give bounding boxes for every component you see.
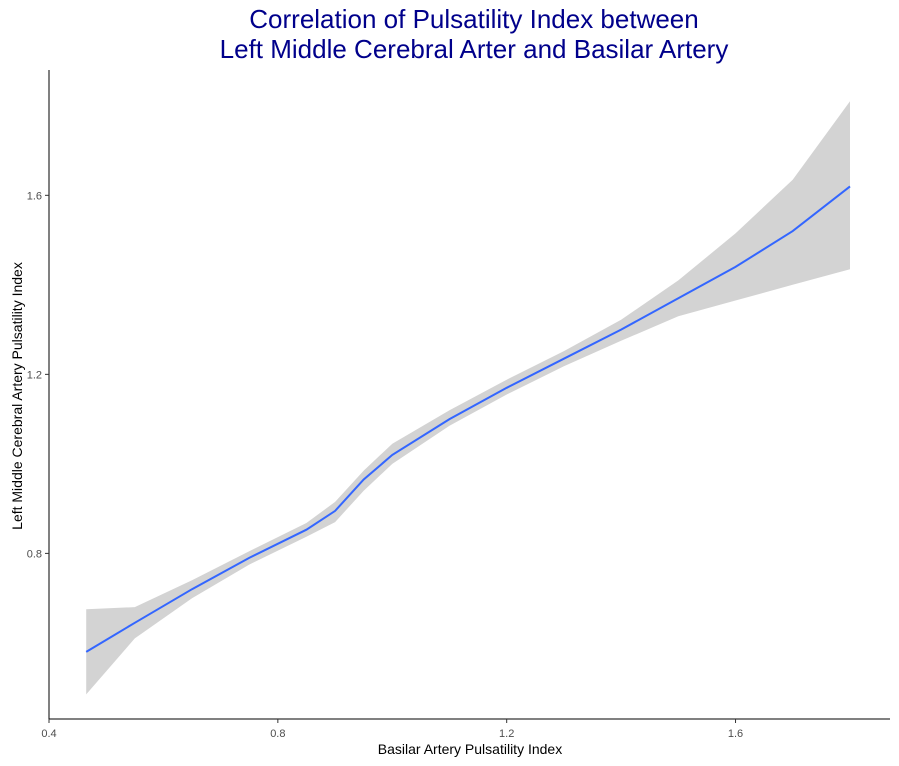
x-axis-label: Basilar Artery Pulsatility Index (378, 741, 562, 757)
chart-title-line-2: Left Middle Cerebral Arter and Basilar A… (220, 34, 729, 64)
chart-title-line-1: Correlation of Pulsatility Index between (249, 4, 698, 34)
y-tick-label: 0.8 (27, 548, 42, 560)
plot-area (85, 101, 851, 695)
x-axis-ticks: 0.4 0.8 1.2 1.6 (41, 719, 743, 740)
x-tick-label: 0.8 (270, 728, 285, 740)
x-tick-label: 1.2 (499, 728, 514, 740)
y-tick-label: 1.6 (27, 190, 42, 202)
confidence-band (86, 101, 850, 695)
fit-line (85, 185, 851, 653)
y-axis-label: Left Middle Cerebral Artery Pulsatility … (9, 262, 25, 530)
x-tick-label: 0.4 (41, 728, 56, 740)
y-axis-ticks: 0.8 1.2 1.6 (27, 190, 49, 560)
y-tick-label: 1.2 (27, 369, 42, 381)
x-tick-label: 1.6 (728, 728, 743, 740)
